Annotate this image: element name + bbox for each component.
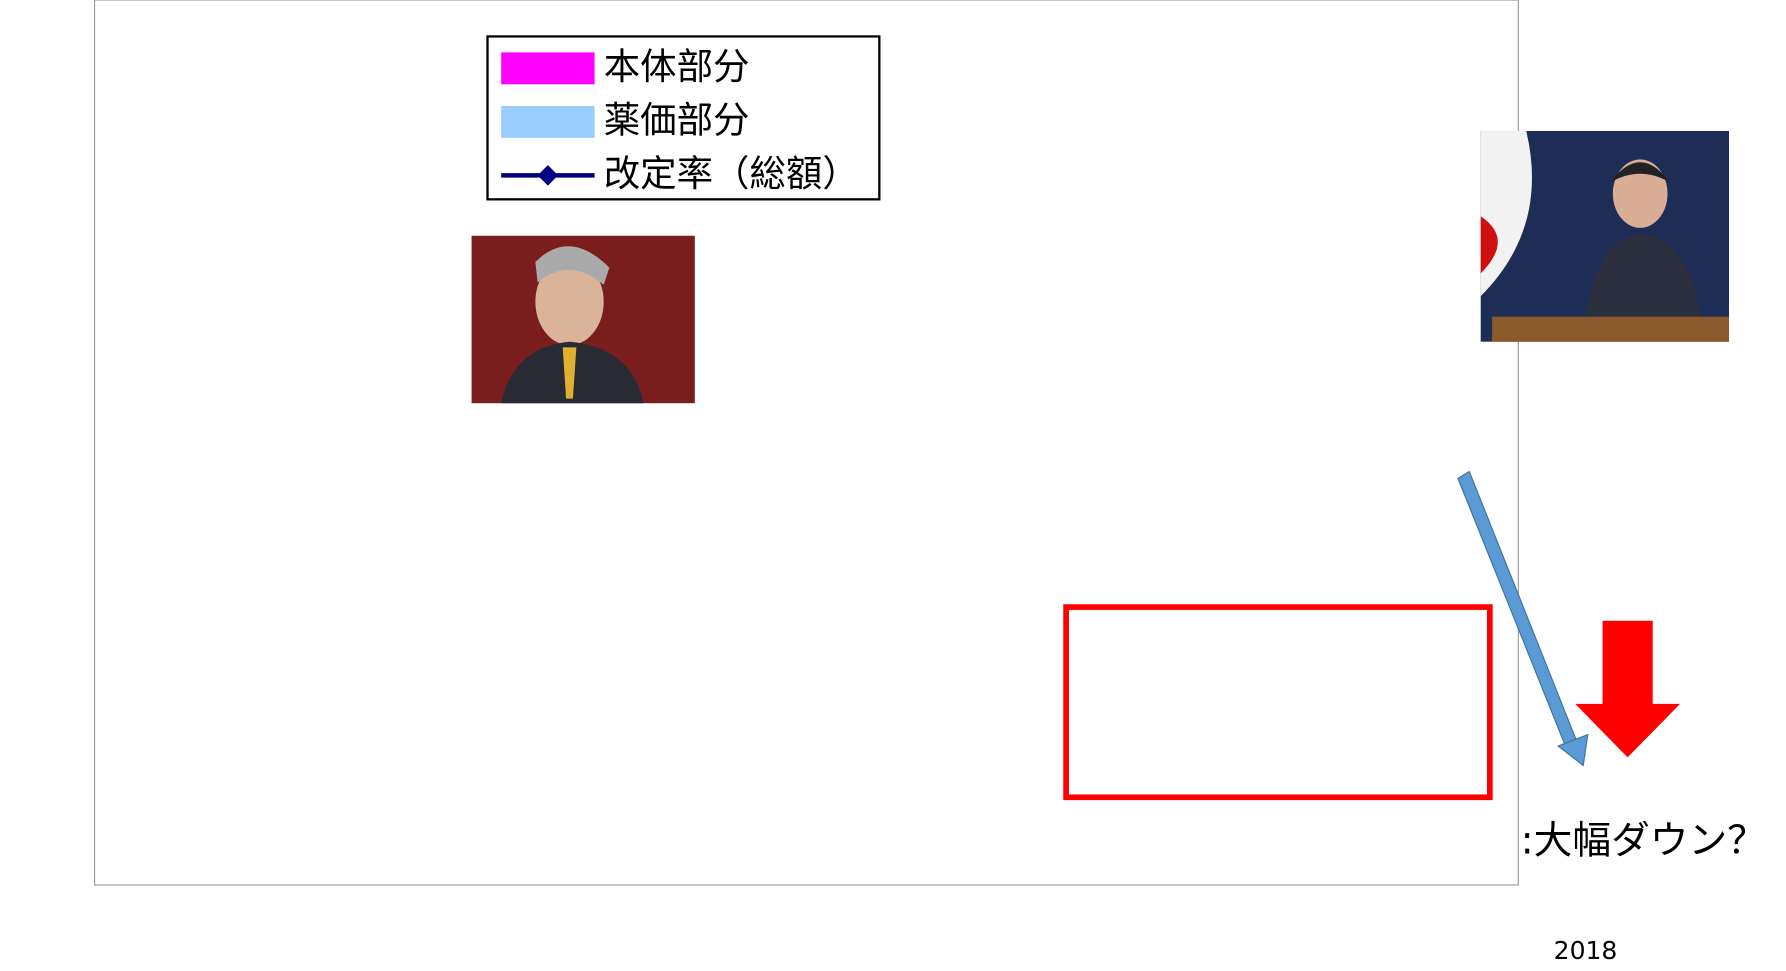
- page: {"chart_data": {"type": "bar", "categori…: [0, 0, 1786, 967]
- legend-label: 改定率（総額）: [604, 152, 859, 195]
- red-down-arrow: [1575, 621, 1680, 758]
- extra-year: 2018: [1554, 936, 1618, 965]
- legend-label: 本体部分: [604, 45, 750, 88]
- photo-left: [472, 236, 695, 403]
- legend-label: 薬価部分: [604, 98, 750, 141]
- photo-right: [1481, 131, 1729, 342]
- annotation-box: [1066, 607, 1490, 797]
- legend-swatch: [501, 106, 594, 138]
- arrow-note: :大幅ダウン？: [1521, 818, 1766, 863]
- legend-swatch: [501, 52, 594, 84]
- chart: :大幅ダウン？ 2018 本体部分薬価部分改定率（総額）: [0, 0, 1786, 967]
